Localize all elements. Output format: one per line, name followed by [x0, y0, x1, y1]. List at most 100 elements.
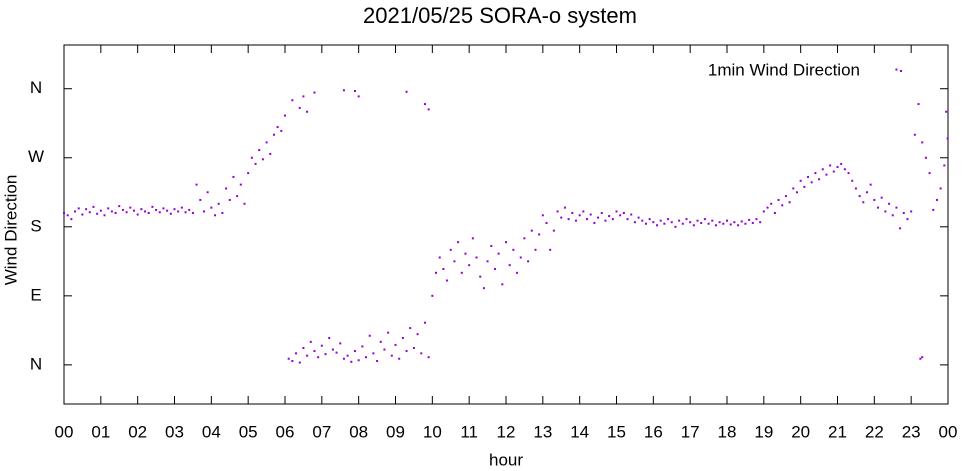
point	[243, 202, 246, 205]
point	[129, 206, 132, 209]
point	[755, 218, 758, 221]
point	[155, 208, 158, 211]
point	[711, 219, 714, 222]
point	[258, 149, 261, 152]
point	[140, 208, 143, 211]
point	[110, 210, 113, 213]
point	[541, 214, 544, 217]
point	[523, 237, 526, 240]
point	[615, 210, 618, 213]
point	[401, 337, 404, 340]
point	[63, 211, 65, 214]
x-tick-label: 03	[165, 422, 184, 441]
point	[295, 352, 298, 355]
point	[214, 214, 217, 217]
point	[188, 208, 191, 211]
point	[737, 224, 740, 227]
point	[280, 129, 283, 132]
point	[173, 208, 176, 211]
point	[423, 103, 426, 106]
point	[376, 360, 379, 363]
point	[637, 216, 640, 219]
point	[880, 196, 883, 199]
point	[92, 205, 95, 208]
point	[471, 237, 474, 240]
point	[935, 198, 938, 201]
point	[339, 342, 342, 345]
point	[88, 211, 91, 214]
point	[549, 248, 552, 251]
point	[486, 260, 489, 263]
x-tick-label: 23	[902, 422, 921, 441]
point	[534, 248, 537, 251]
point	[427, 108, 430, 111]
point	[512, 248, 515, 251]
point	[346, 354, 349, 357]
point	[272, 133, 275, 136]
point	[832, 170, 835, 173]
point	[202, 210, 205, 213]
point	[136, 213, 139, 216]
x-tick-label: 04	[202, 422, 221, 441]
point	[398, 357, 401, 360]
point	[759, 221, 762, 224]
point	[873, 198, 876, 201]
point	[353, 350, 356, 353]
point	[342, 357, 345, 360]
point	[298, 106, 301, 109]
point	[320, 344, 323, 347]
point	[652, 221, 655, 224]
point	[858, 195, 861, 198]
point	[877, 206, 880, 209]
point	[221, 211, 224, 214]
point	[784, 195, 787, 198]
point	[409, 327, 412, 330]
point	[943, 164, 946, 167]
point	[545, 221, 548, 224]
point	[589, 213, 592, 216]
point	[103, 214, 106, 217]
point	[442, 267, 445, 270]
point	[913, 133, 916, 136]
point	[740, 220, 743, 223]
point	[177, 210, 180, 213]
point	[405, 350, 408, 353]
point	[265, 141, 268, 144]
point	[847, 172, 850, 175]
point	[306, 110, 309, 113]
point	[99, 209, 102, 212]
x-tick-label: 13	[533, 422, 552, 441]
x-tick-label: 18	[718, 422, 737, 441]
point	[147, 211, 150, 214]
point	[906, 218, 909, 221]
point	[516, 271, 519, 274]
y-tick-label: W	[28, 147, 44, 166]
point	[891, 214, 894, 217]
point	[435, 271, 438, 274]
legend-label: 1min Wind Direction	[708, 60, 860, 79]
point	[788, 201, 791, 204]
point	[199, 198, 202, 201]
point	[685, 218, 688, 221]
point	[556, 210, 559, 213]
point	[593, 221, 596, 224]
point	[313, 91, 316, 94]
point	[342, 89, 345, 92]
point	[733, 221, 736, 224]
x-tick-label: 02	[128, 422, 147, 441]
point	[493, 267, 496, 270]
point	[945, 110, 948, 113]
point	[902, 211, 905, 214]
point	[269, 152, 272, 155]
point	[125, 211, 128, 214]
x-tick-label: 01	[91, 422, 110, 441]
point	[261, 158, 264, 161]
y-axis-label: Wind Direction	[1, 175, 20, 286]
point	[291, 99, 294, 102]
point	[563, 206, 566, 209]
point	[497, 252, 500, 255]
point	[729, 223, 732, 226]
point	[924, 156, 927, 159]
point	[184, 211, 187, 214]
point	[626, 218, 629, 221]
